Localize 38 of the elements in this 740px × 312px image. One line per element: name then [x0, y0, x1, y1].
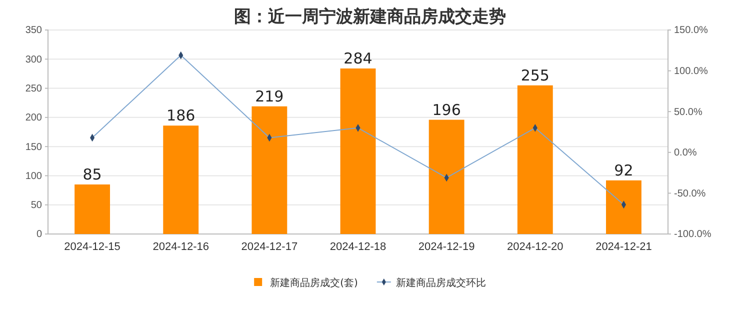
text: 85 [82, 165, 102, 184]
bar [340, 68, 376, 234]
y2-tick-label: -50.0% [674, 188, 706, 200]
y-tick-label: 350 [25, 25, 42, 36]
text: 284 [344, 49, 372, 68]
y-tick-label: 250 [25, 83, 42, 94]
y-tick-label: 300 [25, 54, 42, 66]
y2-tick-label: 50.0% [674, 106, 702, 118]
y-tick-label: 50 [30, 200, 42, 212]
x-tick-label: 2024-12-18 [330, 240, 386, 253]
bar [606, 180, 642, 234]
bar [517, 85, 553, 234]
text: 186 [166, 106, 196, 125]
legend-label: 新建商品房成交环比 [396, 277, 486, 289]
y-tick-label: 0 [36, 229, 42, 240]
text: 255 [520, 66, 550, 84]
bar [74, 184, 110, 234]
x-tick-label: 2024-12-17 [241, 240, 298, 253]
y2-tick-label: 0.0% [674, 148, 697, 159]
bar [428, 120, 464, 234]
y2-tick-label: 150.0% [674, 25, 708, 36]
y2-tick-label: 100.0% [674, 66, 708, 77]
chart-title: 图：近一周宁波新建商品房成交走势 [234, 7, 506, 27]
y-tick-label: 150 [25, 142, 42, 153]
x-tick-label: 2024-12-19 [418, 240, 475, 253]
x-tick-label: 2024-12-16 [152, 240, 209, 253]
y-tick-label: 200 [25, 112, 42, 124]
legend-label: 新建商品房成交(套) [270, 277, 358, 289]
text: 92 [614, 161, 634, 180]
x-tick-label: 2024-12-20 [507, 240, 564, 253]
x-tick-label: 2024-12-15 [64, 240, 120, 253]
x-tick-label: 2024-12-21 [596, 240, 652, 253]
text: 196 [432, 100, 461, 119]
y-tick-label: 100 [25, 170, 42, 182]
text: 219 [255, 87, 284, 106]
y2-tick-label: -100.0% [674, 229, 712, 240]
bar [163, 126, 199, 234]
bar [252, 106, 288, 234]
